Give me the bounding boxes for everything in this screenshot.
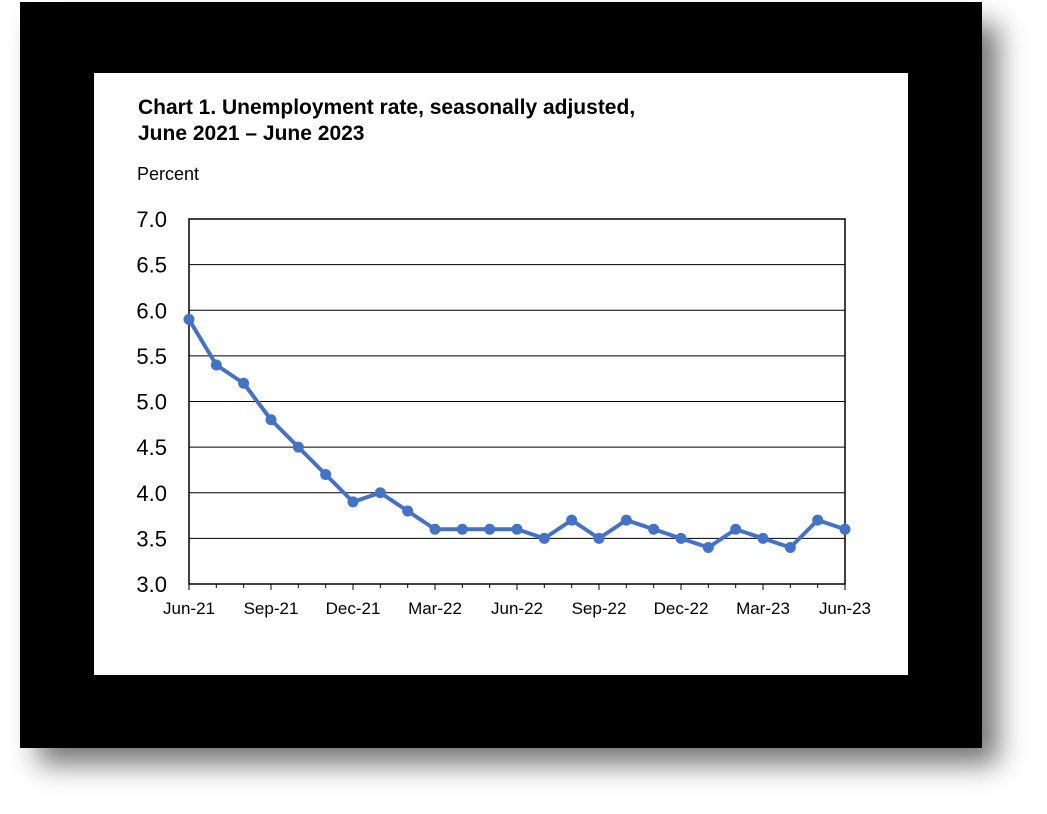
data-point	[812, 514, 824, 526]
y-tick-label: 4.5	[136, 435, 167, 460]
data-point	[757, 532, 769, 544]
data-point	[429, 523, 441, 535]
data-point	[238, 377, 250, 389]
data-point	[292, 441, 304, 453]
line-chart: 7.0 6.5 6.0 5.5 5.0 4.5 4.0 3.5 3.0 Jun-21 Sep-21 D…	[136, 207, 871, 618]
data-point	[566, 514, 578, 526]
chart-title: Chart 1. Unemployment rate, seasonally a…	[138, 96, 636, 119]
data-point	[620, 514, 632, 526]
x-tick-label: Dec-21	[326, 599, 381, 618]
data-point	[675, 532, 687, 544]
data-point	[839, 523, 851, 535]
data-point	[265, 414, 277, 426]
x-tick-label: Jun-22	[491, 599, 543, 618]
data-point	[784, 542, 796, 553]
data-point	[402, 505, 414, 517]
x-tick-label: Sep-22	[572, 599, 627, 618]
data-point	[347, 496, 359, 508]
series-line	[187, 318, 846, 550]
data-point	[593, 532, 605, 544]
y-axis-label: Percent	[137, 164, 200, 184]
y-tick-label: 3.0	[136, 572, 167, 597]
data-point	[484, 523, 496, 535]
data-point	[210, 359, 222, 371]
data-point	[538, 532, 550, 544]
y-tick-label: 5.5	[136, 344, 167, 369]
data-point	[730, 523, 742, 535]
data-point	[648, 523, 660, 535]
chart-title-block: Chart 1. Unemployment rate, seasonally a…	[138, 95, 838, 147]
y-tick-label: 3.5	[136, 526, 167, 551]
data-point	[456, 523, 468, 535]
data-point	[702, 542, 714, 553]
x-tick-label: Jun-21	[163, 599, 215, 618]
x-tick-label: Jun-23	[819, 599, 871, 618]
x-tick-label: Mar-22	[408, 599, 462, 618]
chart-card: Chart 1. Unemployment rate, seasonally a…	[94, 73, 908, 675]
y-tick-label: 5.0	[136, 390, 167, 415]
data-point	[320, 469, 332, 480]
data-point	[183, 313, 195, 325]
x-tick-label: Sep-21	[244, 599, 299, 618]
chart-subtitle: June 2021 – June 2023	[138, 122, 365, 145]
data-point	[511, 523, 523, 535]
x-tick-label: Mar-23	[736, 599, 790, 618]
x-tick-label: Dec-22	[654, 599, 709, 618]
y-tick-label: 6.0	[136, 298, 167, 323]
y-tick-label: 6.5	[136, 253, 167, 278]
y-tick-label: 7.0	[136, 207, 167, 232]
y-tick-label: 4.0	[136, 481, 167, 506]
data-point	[374, 487, 386, 499]
